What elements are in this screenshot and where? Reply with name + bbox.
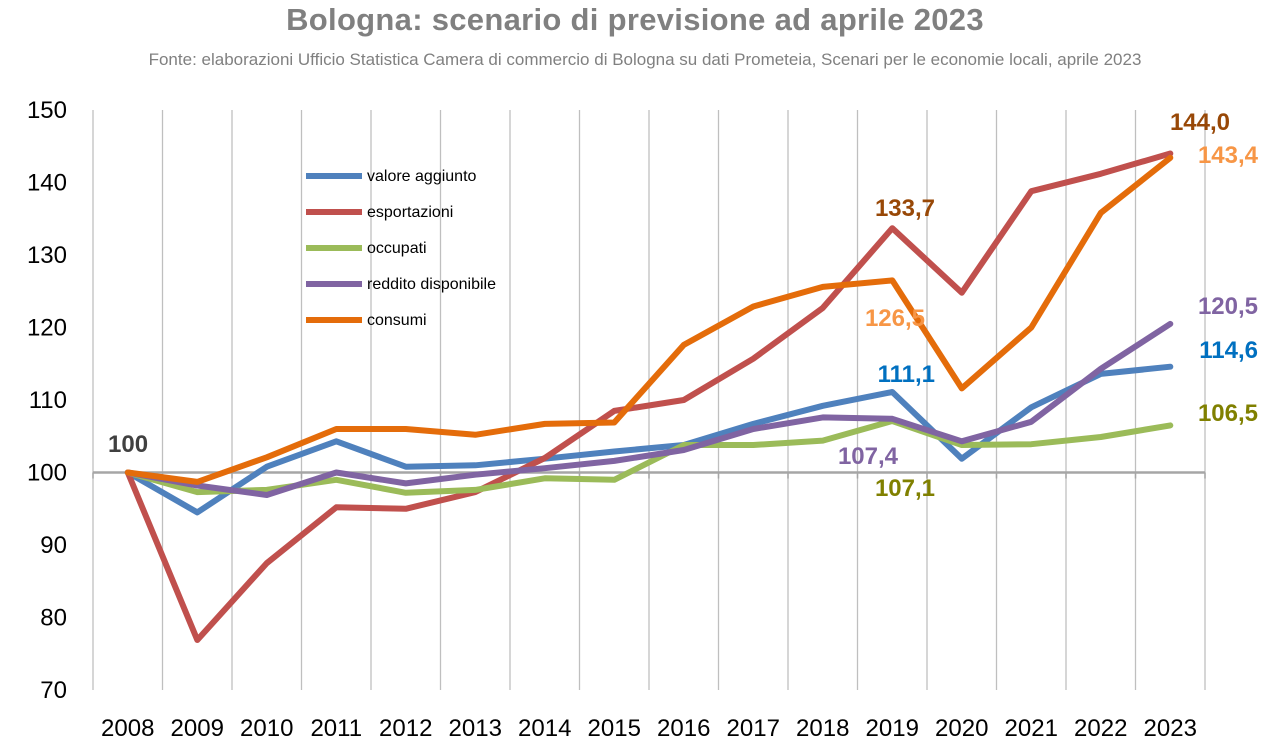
data-label: 100 bbox=[108, 431, 148, 458]
x-tick-label: 2016 bbox=[657, 715, 710, 742]
x-tick-label: 2021 bbox=[1005, 715, 1058, 742]
y-tick-label: 90 bbox=[40, 532, 67, 559]
x-tick-label: 2013 bbox=[449, 715, 502, 742]
x-tick-label: 2011 bbox=[310, 715, 362, 742]
y-tick-label: 140 bbox=[27, 170, 67, 197]
legend: valore aggiunto esportazioni occupati reddi… bbox=[306, 168, 496, 329]
legend-label-consumi: consumi bbox=[367, 312, 427, 329]
x-tick-label: 2020 bbox=[935, 715, 988, 742]
data-label: 111,1 bbox=[878, 361, 935, 388]
vertical-gridlines bbox=[92, 110, 1206, 690]
y-tick-label: 110 bbox=[29, 387, 67, 414]
series-line-esportazioni bbox=[124, 150, 1174, 643]
series-lines bbox=[124, 150, 1174, 643]
x-tick-label: 2009 bbox=[171, 715, 224, 742]
series-line-reddito-disponibile bbox=[124, 320, 1174, 498]
legend-label-reddito-disponibile: reddito disponibile bbox=[367, 276, 496, 293]
data-label: 144,0 bbox=[1170, 109, 1230, 136]
x-tick-label: 2012 bbox=[379, 715, 432, 742]
data-label: 114,6 bbox=[1199, 337, 1258, 364]
data-label: 126,5 bbox=[865, 305, 925, 332]
series-line-consumi bbox=[124, 154, 1174, 485]
data-label: 107,1 bbox=[875, 475, 935, 502]
x-tick-label: 2015 bbox=[588, 715, 641, 742]
legend-label-occupati: occupati bbox=[367, 240, 427, 257]
data-label: 120,5 bbox=[1198, 293, 1258, 320]
chart-subtitle: Fonte: elaborazioni Ufficio Statistica C… bbox=[148, 50, 1142, 69]
data-labels: 100 144,0 143,4 133,7 126,5 120,5 114,6 111,1 10… bbox=[108, 109, 1259, 502]
legend-label-valore-aggiunto: valore aggiunto bbox=[367, 168, 477, 185]
x-tick-label: 2008 bbox=[101, 715, 154, 742]
x-axis-ticks: 2008 2009 2010 2011 2012 2013 2014 2015 2016 2017… bbox=[101, 715, 1197, 742]
data-label: 106,5 bbox=[1198, 400, 1258, 427]
data-label: 107,4 bbox=[838, 443, 899, 470]
legend-label-esportazioni: esportazioni bbox=[367, 204, 453, 221]
x-tick-label: 2017 bbox=[727, 715, 780, 742]
y-tick-label: 150 bbox=[27, 97, 67, 124]
x-tick-label: 2019 bbox=[866, 715, 919, 742]
x-tick-label: 2022 bbox=[1074, 715, 1127, 742]
y-tick-label: 80 bbox=[40, 605, 67, 632]
x-tick-label: 2010 bbox=[240, 715, 293, 742]
x-tick-label: 2023 bbox=[1144, 715, 1197, 742]
chart-title: Bologna: scenario di previsione ad april… bbox=[286, 2, 984, 37]
y-tick-label: 130 bbox=[27, 242, 67, 269]
x-tick-label: 2018 bbox=[796, 715, 849, 742]
y-tick-label: 100 bbox=[27, 460, 67, 487]
data-label: 143,4 bbox=[1198, 142, 1259, 169]
y-tick-label: 70 bbox=[40, 677, 67, 704]
y-axis-ticks: 70 80 90 100 110 120 130 140 150 bbox=[27, 97, 67, 704]
x-tick-label: 2014 bbox=[518, 715, 571, 742]
y-tick-label: 120 bbox=[27, 315, 67, 342]
data-label: 133,7 bbox=[875, 195, 935, 222]
